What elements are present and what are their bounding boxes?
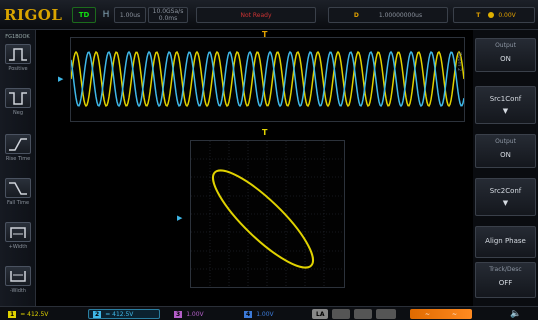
sidebar-title: FG1BOOK bbox=[5, 34, 30, 40]
ch-offset-marker[interactable]: ▶ bbox=[58, 75, 64, 83]
lissajous-trace bbox=[212, 169, 314, 269]
xy-top-marker[interactable]: T bbox=[262, 128, 268, 137]
right-softkey-menu: Output ON Src1Conf ▼ Output ON Src2Conf … bbox=[473, 30, 538, 306]
trigger-source-icon: T bbox=[476, 11, 481, 19]
source2-wave-icon: ~ bbox=[451, 310, 458, 318]
menu-item-value: ON bbox=[500, 151, 511, 159]
acquisition-status-badge[interactable]: TD bbox=[72, 7, 96, 23]
xy-left-marker[interactable]: ▶ bbox=[177, 214, 183, 222]
zoom-side-label: Zoom 2 bbox=[456, 52, 462, 72]
rise-time-icon bbox=[5, 134, 31, 154]
menu-item-value: Align Phase bbox=[485, 237, 526, 245]
rigol-logo: RIGOL bbox=[4, 6, 63, 24]
menu-align-phase[interactable]: Align Phase bbox=[475, 226, 536, 258]
ch1-scale-value: = 412.5V bbox=[20, 310, 49, 318]
top-status-bar: RIGOL TD H 1.00us 10.0GSa/s 0.0ms Not Re… bbox=[0, 0, 538, 30]
sidebar-item-label: +Width bbox=[8, 244, 28, 250]
trigger-level-value: 0.00V bbox=[498, 11, 516, 19]
trigger-channel-dot-icon bbox=[488, 12, 495, 18]
xy-grid-and-trace bbox=[191, 141, 344, 287]
negative-pulse-icon bbox=[5, 88, 31, 108]
sidebar-item-label: Neg bbox=[13, 110, 23, 116]
menu-item-label: Track/Desc bbox=[489, 266, 522, 273]
positive-width-icon bbox=[5, 222, 31, 242]
ch1-waveform-trace bbox=[70, 50, 465, 108]
channel-status-bar: 1 = 412.5V 2 = 412.5V 3 1.00V 4 1.00V LA… bbox=[0, 306, 538, 320]
xy-lissajous-display[interactable] bbox=[190, 140, 345, 288]
trigger-settings-readout[interactable]: T 0.00V bbox=[453, 7, 535, 23]
menu-item-label: Output bbox=[495, 138, 516, 145]
sidebar-item-label: Fall Time bbox=[6, 200, 30, 206]
ch1-status[interactable]: 1 = 412.5V bbox=[4, 309, 74, 319]
sample-rate-readout[interactable]: 10.0GSa/s 0.0ms bbox=[148, 7, 188, 23]
fall-time-icon bbox=[5, 178, 31, 198]
waveform-traces bbox=[70, 50, 465, 108]
menu-item-value: OFF bbox=[498, 279, 513, 287]
ch2-number-badge: 2 bbox=[93, 310, 102, 318]
memory-depth-value: 0.0ms bbox=[158, 15, 178, 22]
trigger-position-marker[interactable]: T bbox=[262, 30, 268, 39]
sidebar-item-rise-time[interactable]: Rise Time bbox=[4, 134, 32, 162]
menu-output-2[interactable]: Output ON bbox=[475, 134, 536, 168]
chevron-down-icon: ▼ bbox=[502, 107, 509, 115]
speaker-icon[interactable]: 🔈 bbox=[510, 309, 522, 319]
sidebar-item-label: Positive bbox=[8, 66, 28, 72]
ch4-scale-value: 1.00V bbox=[256, 310, 274, 318]
positive-pulse-icon bbox=[5, 44, 31, 64]
ch2-waveform-trace bbox=[70, 50, 465, 108]
ch4-status[interactable]: 4 1.00V bbox=[240, 309, 302, 319]
menu-output-1[interactable]: Output ON bbox=[475, 38, 536, 72]
ch4-number-badge: 4 bbox=[244, 310, 253, 318]
horizontal-icon: H bbox=[102, 10, 110, 20]
ch3-scale-value: 1.00V bbox=[186, 310, 204, 318]
serial-decode-1-button[interactable] bbox=[332, 309, 350, 319]
ch2-scale-value: = 412.5V bbox=[105, 310, 134, 318]
acquisition-mode-readout[interactable]: Not Ready bbox=[196, 7, 316, 23]
sidebar-item-fall-time[interactable]: Fall Time bbox=[4, 178, 32, 206]
trigger-time-value: 1.00000000us bbox=[378, 11, 423, 19]
menu-src1conf[interactable]: Src1Conf ▼ bbox=[475, 86, 536, 124]
menu-item-label: Src1Conf bbox=[489, 95, 522, 103]
logic-analyzer-button[interactable]: LA bbox=[312, 309, 328, 319]
negative-width-icon bbox=[5, 266, 31, 286]
sidebar-item-positive-width[interactable]: +Width bbox=[4, 222, 32, 250]
sidebar-item-label: Rise Time bbox=[5, 156, 31, 162]
menu-track-desc[interactable]: Track/Desc OFF bbox=[475, 262, 536, 298]
menu-src2conf[interactable]: Src2Conf ▼ bbox=[475, 178, 536, 216]
yt-waveform-display[interactable]: Zoom 2 bbox=[70, 37, 465, 122]
sidebar-item-neg[interactable]: Neg bbox=[4, 88, 32, 116]
ch2-status[interactable]: 2 = 412.5V bbox=[88, 309, 160, 319]
ch1-number-badge: 1 bbox=[8, 310, 17, 318]
menu-item-value: ON bbox=[500, 55, 511, 63]
trigger-delay-icon: D bbox=[353, 11, 359, 19]
trigger-position-readout[interactable]: D 1.00000000us bbox=[328, 7, 448, 23]
timebase-readout[interactable]: 1.00us bbox=[114, 7, 146, 23]
ch3-status[interactable]: 3 1.00V bbox=[170, 309, 232, 319]
signal-generator-status[interactable]: ~ ~ bbox=[410, 309, 472, 319]
serial-decode-2-button[interactable] bbox=[354, 309, 372, 319]
menu-item-label: Output bbox=[495, 42, 516, 49]
sample-rate-value: 10.0GSa/s bbox=[152, 8, 184, 15]
measurement-sidebar: FG1BOOK Positive Neg Rise Time Fall Time… bbox=[0, 30, 36, 306]
ch3-number-badge: 3 bbox=[174, 310, 183, 318]
chevron-down-icon: ▼ bbox=[502, 199, 509, 207]
source1-wave-icon: ~ bbox=[424, 310, 431, 318]
reference-button[interactable] bbox=[376, 309, 396, 319]
sidebar-item-label: -Width bbox=[9, 288, 27, 294]
menu-item-label: Src2Conf bbox=[489, 187, 522, 195]
sidebar-item-negative-width[interactable]: -Width bbox=[4, 266, 32, 294]
sidebar-item-positive[interactable]: Positive bbox=[4, 44, 32, 72]
